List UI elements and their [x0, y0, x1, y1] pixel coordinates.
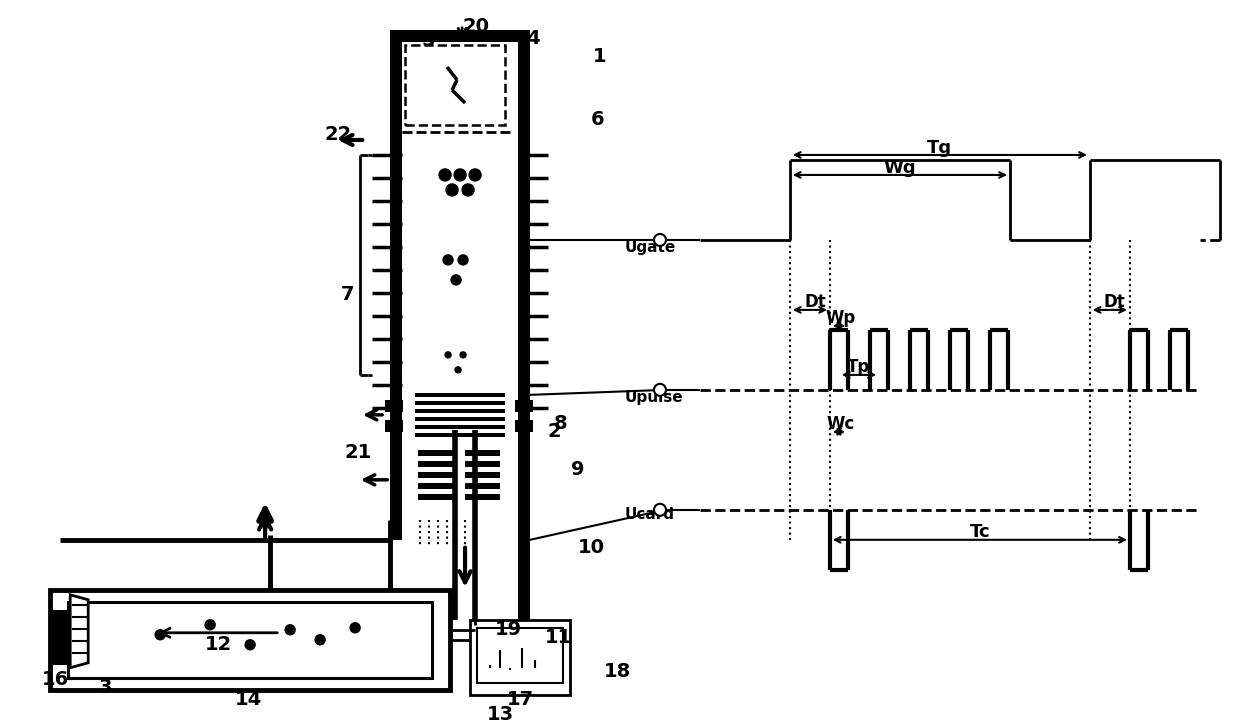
Circle shape — [458, 255, 468, 265]
Text: Wc: Wc — [826, 415, 855, 433]
Text: Tc: Tc — [970, 523, 990, 541]
Bar — [465, 483, 501, 489]
Circle shape — [439, 169, 451, 181]
Bar — [385, 420, 403, 432]
Bar — [415, 409, 506, 413]
Circle shape — [446, 184, 458, 196]
Text: Dt: Dt — [1104, 293, 1126, 311]
Bar — [418, 472, 453, 478]
Circle shape — [460, 352, 466, 358]
Circle shape — [155, 630, 165, 640]
Text: 10: 10 — [577, 538, 605, 558]
Circle shape — [315, 635, 325, 645]
Circle shape — [285, 624, 295, 635]
Circle shape — [351, 623, 361, 632]
Bar — [51, 590, 450, 690]
Circle shape — [245, 640, 255, 650]
Text: 1: 1 — [593, 47, 607, 66]
Text: 21: 21 — [344, 443, 372, 462]
Bar — [418, 450, 453, 456]
Text: 2: 2 — [548, 422, 561, 441]
Circle shape — [451, 275, 461, 285]
Circle shape — [455, 367, 461, 373]
Circle shape — [453, 169, 466, 181]
Bar — [68, 602, 432, 678]
Text: Ugate: Ugate — [624, 241, 676, 255]
Polygon shape — [71, 595, 88, 668]
Text: Tg: Tg — [927, 139, 953, 157]
Bar — [477, 628, 563, 683]
Bar — [515, 400, 533, 412]
Bar — [415, 393, 506, 397]
Bar — [415, 433, 506, 437]
Text: 6: 6 — [591, 111, 605, 129]
Circle shape — [462, 184, 475, 196]
Text: 12: 12 — [204, 635, 232, 654]
Circle shape — [470, 169, 481, 181]
Bar — [52, 610, 68, 664]
Text: Tp: Tp — [847, 358, 871, 376]
Text: Wp: Wp — [826, 309, 856, 327]
Circle shape — [444, 255, 453, 265]
Bar — [470, 620, 570, 695]
Text: 16: 16 — [42, 670, 69, 689]
Text: 18: 18 — [603, 662, 631, 681]
Circle shape — [445, 352, 451, 358]
Text: 4: 4 — [527, 30, 540, 49]
Bar — [415, 425, 506, 429]
Bar — [418, 494, 453, 500]
Bar — [390, 30, 403, 540]
Text: 8: 8 — [554, 414, 567, 433]
Text: 17: 17 — [507, 690, 534, 710]
Bar — [465, 450, 501, 456]
Bar — [465, 461, 501, 467]
Text: 5: 5 — [421, 31, 435, 50]
Bar — [418, 461, 453, 467]
Text: 7: 7 — [341, 286, 354, 305]
Text: 22: 22 — [325, 126, 352, 145]
Bar — [405, 45, 506, 125]
Bar — [385, 400, 403, 412]
Text: Ucard: Ucard — [624, 507, 675, 522]
Text: 13: 13 — [487, 705, 514, 724]
Bar — [465, 494, 501, 500]
Circle shape — [654, 504, 667, 516]
Bar — [518, 30, 530, 540]
Bar — [415, 401, 506, 405]
Text: 11: 11 — [544, 628, 571, 647]
Bar — [465, 472, 501, 478]
Text: Wg: Wg — [883, 159, 916, 177]
Text: 9: 9 — [571, 460, 585, 479]
Circle shape — [654, 384, 667, 396]
Circle shape — [654, 234, 667, 246]
Text: 14: 14 — [234, 690, 261, 710]
Text: Dt: Dt — [804, 293, 826, 311]
Text: 20: 20 — [462, 17, 489, 36]
Text: 3: 3 — [98, 678, 112, 697]
Bar — [418, 483, 453, 489]
Bar — [390, 30, 530, 42]
Circle shape — [206, 620, 216, 630]
Text: Upulse: Upulse — [624, 390, 684, 406]
Bar — [518, 30, 530, 620]
Text: 19: 19 — [494, 620, 522, 639]
Bar — [515, 420, 533, 432]
Bar — [415, 417, 506, 421]
